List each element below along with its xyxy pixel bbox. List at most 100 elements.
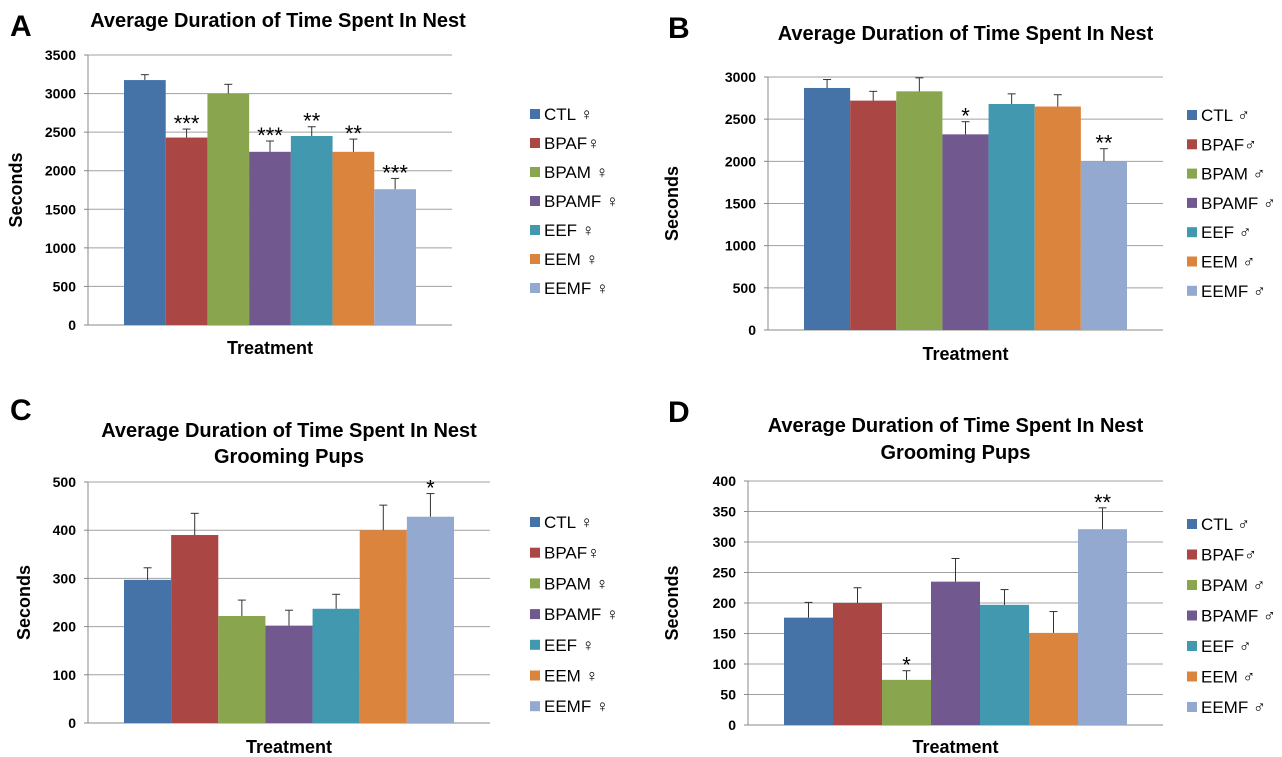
y-tick-label: 2500: [45, 124, 76, 140]
legend-label: EEMF ♀: [544, 279, 609, 298]
x-axis-label: Treatment: [912, 737, 998, 757]
legend-label: BPAM ♂: [1201, 576, 1265, 595]
bar-eem: [332, 151, 375, 325]
bar-eef: [980, 604, 1029, 725]
x-axis-label: Treatment: [246, 737, 332, 757]
y-tick-label: 3000: [725, 69, 756, 85]
y-tick-label: 0: [68, 715, 76, 731]
bar-ctl: [124, 80, 166, 325]
legend-swatch: [530, 639, 540, 650]
legend-swatch: [1187, 641, 1197, 651]
legend-label: BPAMF ♂: [1201, 607, 1276, 626]
chart-title: Grooming Pups: [881, 442, 1031, 464]
significance-marker: *: [426, 476, 435, 501]
legend-swatch: [530, 517, 540, 527]
significance-marker: ***: [257, 123, 283, 148]
legend-label: EEM ♂: [1201, 253, 1255, 272]
chart-title: Average Duration of Time Spent In Nest: [778, 23, 1154, 45]
y-axis-label: Seconds: [6, 152, 26, 227]
y-tick-label: 400: [713, 473, 737, 489]
legend-label: BPAF♂: [1201, 546, 1257, 565]
y-axis-label: Seconds: [662, 166, 682, 241]
bar-eemf: [1080, 161, 1127, 330]
legend-label: CTL ♀: [544, 105, 593, 124]
legend-swatch: [530, 547, 540, 558]
panel-label: D: [668, 396, 690, 429]
bar-bpamf: [249, 151, 291, 325]
legend-label: EEF ♀: [544, 221, 595, 240]
y-tick-label: 200: [713, 595, 737, 611]
y-axis-label: Seconds: [14, 565, 34, 640]
bar-eemf: [374, 189, 416, 325]
y-tick-label: 1000: [45, 240, 76, 256]
legend-label: BPAMF ♀: [544, 192, 619, 211]
legend-label: EEF ♂: [1201, 223, 1252, 242]
legend-swatch: [1187, 256, 1197, 267]
bar-bpam: [896, 91, 943, 330]
legend-swatch: [530, 578, 540, 589]
y-tick-label: 150: [713, 626, 737, 642]
legend-swatch: [530, 109, 540, 119]
legend-swatch: [1187, 168, 1197, 179]
y-tick-label: 1000: [725, 238, 756, 254]
legend-label: CTL ♂: [1201, 106, 1250, 125]
panel-label: A: [10, 10, 32, 43]
significance-marker: ***: [382, 160, 408, 185]
y-tick-label: 100: [713, 656, 737, 672]
bar-bpamf: [931, 581, 980, 725]
legend-swatch: [530, 225, 540, 235]
significance-marker: **: [303, 109, 321, 134]
y-tick-label: 0: [728, 717, 736, 733]
bar-ctl: [804, 87, 851, 330]
bar-bpamf: [942, 134, 989, 330]
panel-label: B: [668, 12, 690, 45]
y-tick-label: 50: [720, 687, 736, 703]
y-tick-label: 3500: [45, 47, 76, 63]
legend-swatch: [530, 167, 540, 177]
y-tick-label: 300: [53, 570, 77, 586]
bar-bpaf: [850, 100, 897, 330]
legend-label: CTL ♀: [544, 513, 593, 532]
legend-label: EEMF ♀: [544, 697, 609, 716]
y-tick-label: 2000: [45, 163, 76, 179]
legend-swatch: [530, 196, 540, 206]
legend-swatch: [1187, 519, 1197, 529]
significance-marker: *: [902, 653, 911, 678]
legend-label: EEM ♀: [544, 250, 598, 269]
bar-eef: [988, 103, 1035, 330]
legend-label: BPAF♂: [1201, 135, 1257, 154]
y-tick-label: 250: [713, 565, 737, 581]
x-axis-label: Treatment: [227, 338, 313, 358]
legend-label: EEF ♂: [1201, 637, 1252, 656]
panel-label: C: [10, 394, 32, 427]
y-tick-label: 0: [68, 317, 76, 333]
legend-swatch: [530, 138, 540, 148]
bar-bpaf: [165, 137, 208, 325]
significance-marker: **: [1095, 131, 1113, 156]
y-tick-label: 200: [53, 619, 77, 635]
legend-swatch: [1187, 139, 1197, 150]
significance-marker: **: [345, 121, 363, 146]
bar-eemf: [1078, 529, 1127, 725]
y-tick-label: 1500: [725, 196, 756, 212]
legend-swatch: [1187, 610, 1197, 621]
legend-label: EEM ♂: [1201, 668, 1255, 687]
legend-label: BPAMF ♀: [544, 605, 619, 624]
x-axis-label: Treatment: [922, 344, 1008, 364]
legend: CTL ♀ BPAF♀ BPAM ♀ BPAMF ♀ EEF ♀ EEM ♀ EEMF ♀: [530, 105, 619, 298]
bar-bpamf: [265, 625, 313, 723]
chart-panel-c: C Average Duration of Time Spent In Nest G…: [10, 394, 619, 757]
bar-eemf: [406, 516, 454, 723]
bar-eef: [312, 608, 360, 723]
bar-bpaf: [833, 603, 882, 725]
legend: CTL ♂ BPAF♂ BPAM ♂ BPAMF ♂ EEF ♂ EEM ♂ EEMF ♂: [1187, 106, 1276, 301]
chart-panel-d: D Average Duration of Time Spent In Nest G…: [662, 396, 1276, 757]
legend-swatch: [530, 670, 540, 681]
legend-label: BPAF♀: [544, 544, 600, 563]
legend-label: CTL ♂: [1201, 515, 1250, 534]
legend-swatch: [1187, 671, 1197, 682]
bar-bpam: [207, 93, 250, 325]
legend-label: BPAM ♂: [1201, 165, 1265, 184]
bar-bpam: [218, 615, 266, 723]
